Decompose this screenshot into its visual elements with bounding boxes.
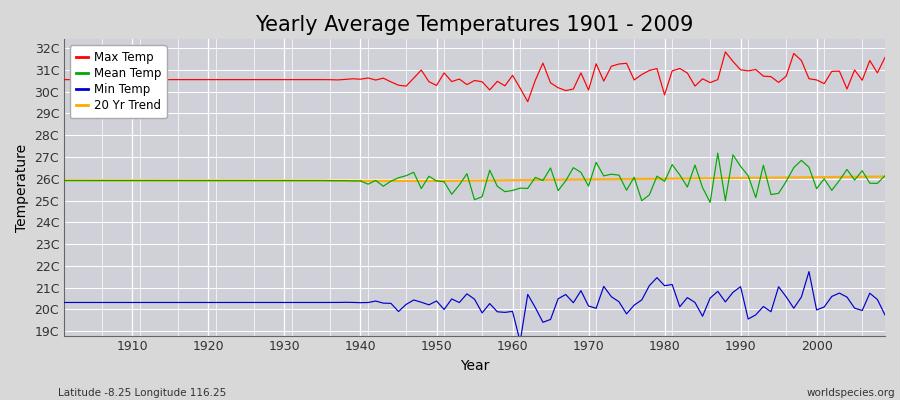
Text: Latitude -8.25 Longitude 116.25: Latitude -8.25 Longitude 116.25 [58, 388, 227, 398]
Title: Yearly Average Temperatures 1901 - 2009: Yearly Average Temperatures 1901 - 2009 [256, 15, 694, 35]
Text: worldspecies.org: worldspecies.org [807, 388, 896, 398]
X-axis label: Year: Year [460, 359, 490, 373]
Legend: Max Temp, Mean Temp, Min Temp, 20 Yr Trend: Max Temp, Mean Temp, Min Temp, 20 Yr Tre… [70, 45, 166, 118]
Y-axis label: Temperature: Temperature [15, 143, 29, 232]
